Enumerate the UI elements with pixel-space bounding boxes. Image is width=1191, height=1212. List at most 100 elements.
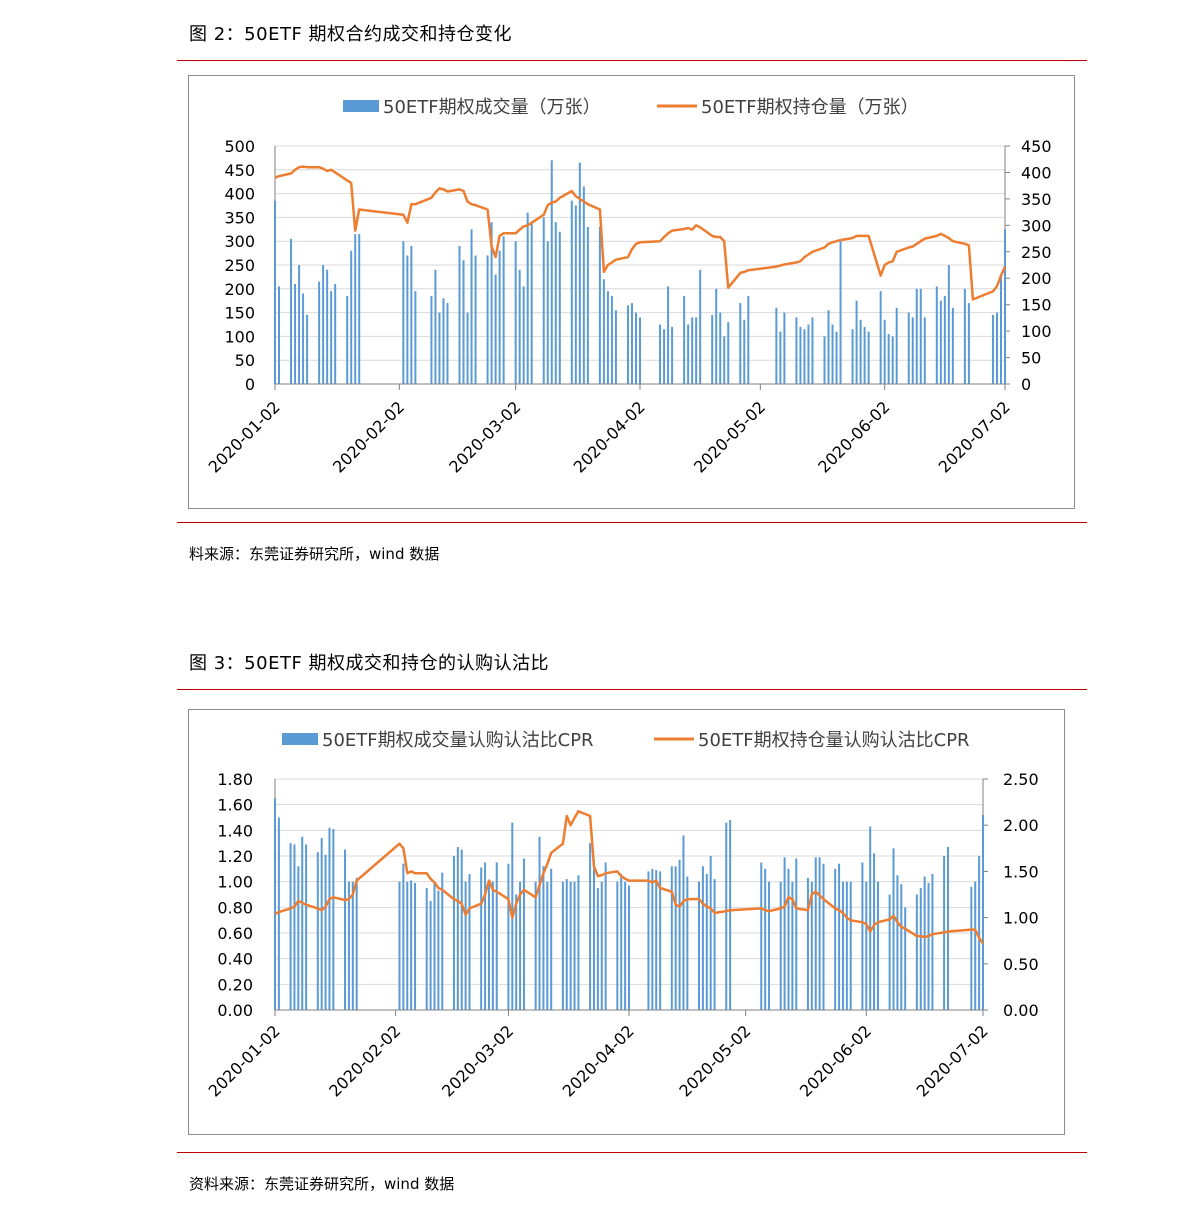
bar xyxy=(600,881,603,1010)
x-tick-label: 2020-07-02 xyxy=(913,1021,992,1100)
bar xyxy=(831,324,834,384)
y-left-tick-label: 0.60 xyxy=(217,924,253,943)
bar xyxy=(573,881,576,1010)
title-divider xyxy=(177,60,1087,61)
volume-open-interest-chart: 0 50 100 150 200 250 300 350 400 450 500 0 50 100 150 2… xyxy=(205,97,1052,477)
bar xyxy=(290,238,293,384)
y-right-tick-label: 350 xyxy=(1021,190,1052,209)
bar xyxy=(305,844,308,1010)
bar xyxy=(614,310,617,384)
bar xyxy=(699,269,702,384)
bar xyxy=(883,319,886,384)
bar xyxy=(719,312,722,384)
bar xyxy=(946,847,949,1010)
bar xyxy=(896,875,899,1010)
bar xyxy=(425,888,428,1010)
bar xyxy=(678,859,681,1010)
bar xyxy=(671,326,674,384)
bar xyxy=(729,820,732,1010)
bar xyxy=(546,241,549,384)
bar xyxy=(667,286,670,384)
bar xyxy=(466,312,469,384)
bar xyxy=(326,269,329,384)
bar xyxy=(791,881,794,1010)
bar xyxy=(350,250,353,384)
y-right-tick-label: 0 xyxy=(1021,375,1031,394)
bar xyxy=(298,265,301,384)
bar xyxy=(468,873,471,1010)
y-right-tick-label: 200 xyxy=(1021,269,1052,288)
bar xyxy=(322,265,325,384)
bar xyxy=(569,881,572,1010)
bar xyxy=(943,295,946,384)
y-left-tick-label: 1.60 xyxy=(217,796,253,815)
bar xyxy=(620,873,623,1010)
bar xyxy=(542,217,545,384)
bar xyxy=(695,317,698,384)
bar xyxy=(743,319,746,384)
bar xyxy=(822,863,825,1010)
bar xyxy=(462,260,465,384)
bar xyxy=(589,843,592,1010)
bar xyxy=(963,288,966,384)
bar xyxy=(814,857,817,1010)
bar xyxy=(318,281,321,384)
bar xyxy=(526,212,529,384)
bar xyxy=(849,881,852,1010)
bar xyxy=(845,881,848,1010)
bar xyxy=(879,291,882,384)
bar xyxy=(598,226,601,384)
bar xyxy=(663,329,666,384)
bar xyxy=(530,222,533,384)
y-right-tick-label: 300 xyxy=(1021,216,1052,235)
bar xyxy=(480,867,483,1010)
x-tick-label: 2020-07-02 xyxy=(935,397,1014,476)
bar xyxy=(507,863,510,1010)
bar xyxy=(698,881,701,1010)
bar xyxy=(683,295,686,384)
bar xyxy=(919,888,922,1010)
bar xyxy=(806,877,809,1010)
bar xyxy=(519,881,522,1010)
source-note: 料来源：东莞证券研究所，wind 数据 xyxy=(189,545,440,563)
bar xyxy=(582,186,585,384)
bar xyxy=(760,862,763,1010)
y-left-tick-label: 0.20 xyxy=(217,975,253,994)
bar xyxy=(739,303,742,384)
bar xyxy=(347,881,350,1010)
bar xyxy=(887,334,890,384)
bar xyxy=(970,886,973,1010)
bar xyxy=(682,835,685,1010)
bar xyxy=(294,284,297,384)
bar xyxy=(923,317,926,384)
bar xyxy=(624,881,627,1010)
bar xyxy=(674,866,677,1010)
x-tick-label: 2020-06-02 xyxy=(814,397,893,476)
bar xyxy=(701,866,704,1010)
bar xyxy=(900,884,903,1010)
bar xyxy=(491,881,494,1010)
series-line xyxy=(274,810,985,945)
bar xyxy=(827,310,830,384)
bar xyxy=(995,312,998,384)
source-note: 资料来源：东莞证券研究所，wind 数据 xyxy=(189,1175,455,1193)
bar xyxy=(978,856,981,1010)
bar xyxy=(334,284,337,384)
bar xyxy=(795,858,798,1010)
y-right-tick-label: 450 xyxy=(1021,137,1052,156)
bar xyxy=(402,863,405,1010)
legend-bar-label: 50ETF期权成交量（万张） xyxy=(383,97,601,118)
bar xyxy=(332,829,335,1010)
bar xyxy=(433,881,436,1010)
bar xyxy=(841,881,844,1010)
bar xyxy=(442,298,445,384)
y-right-tick-label: 250 xyxy=(1021,243,1052,262)
y-left-tick-label: 350 xyxy=(224,208,255,227)
bar xyxy=(839,241,842,384)
bar xyxy=(441,872,444,1010)
bar xyxy=(596,888,599,1010)
bar xyxy=(876,881,879,1010)
bar xyxy=(320,838,323,1010)
y-right-tick-label: 0.00 xyxy=(1003,1001,1039,1020)
legend-bar-label: 50ETF期权成交量认购认沽比CPR xyxy=(322,730,594,751)
